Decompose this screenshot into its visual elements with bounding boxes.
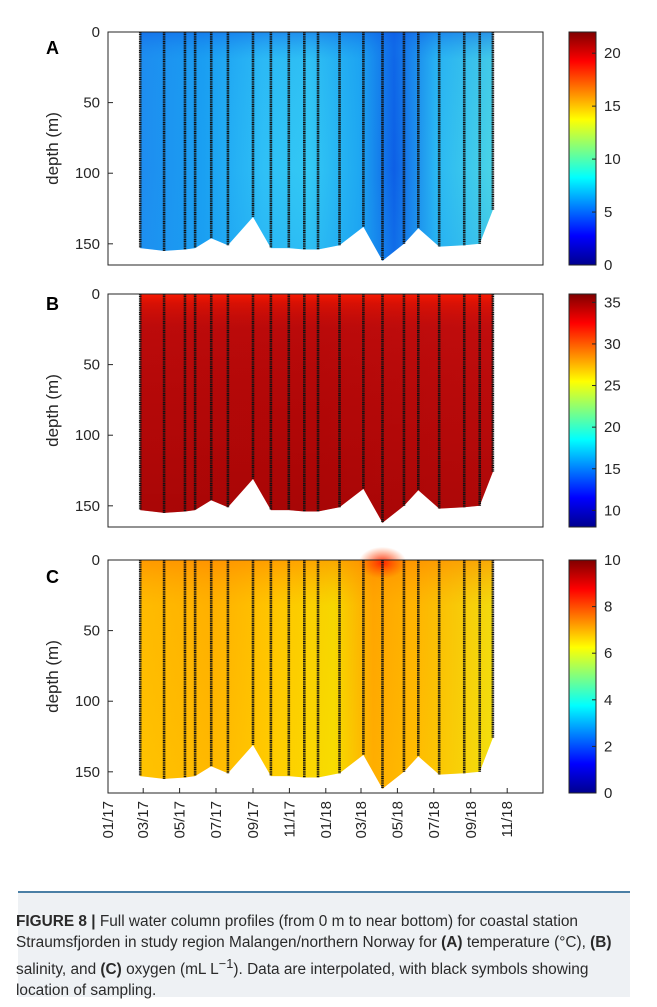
colorbar-tick-label: 20 xyxy=(604,45,621,62)
y-tick-label: 150 xyxy=(75,764,100,781)
colorbar-tick-label: 10 xyxy=(604,151,621,168)
axes-frame xyxy=(107,31,544,266)
colorbar-tick-label: 10 xyxy=(604,502,621,519)
y-tick-label: 0 xyxy=(92,24,100,41)
caption-text-2: temperature (°C), xyxy=(462,934,591,951)
caption-text-1: Full water column profiles (from 0 m to … xyxy=(16,913,578,951)
x-tick-label: 11/18 xyxy=(499,801,516,837)
y-tick-label: 100 xyxy=(75,427,100,444)
caption-c-label: (C) xyxy=(100,961,122,979)
colorbar-tick-label: 0 xyxy=(604,257,612,274)
panel-letter: B xyxy=(46,294,59,314)
colorbar-tick-label: 20 xyxy=(604,419,621,436)
x-tick-label: 07/17 xyxy=(208,801,225,839)
colorbar xyxy=(568,293,597,528)
x-tick-label: 05/18 xyxy=(389,801,406,839)
caption-text-5: ). Data are interpolated, with black sym… xyxy=(16,961,589,1000)
y-tick-label: 100 xyxy=(75,165,100,182)
colorbar-tick-label: 10 xyxy=(604,552,621,569)
axes-frame xyxy=(107,293,544,528)
x-tick-label: 03/18 xyxy=(353,801,370,839)
caption-text-3: salinity, and xyxy=(16,961,101,979)
y-tick-label: 0 xyxy=(92,552,100,569)
y-tick-label: 50 xyxy=(83,95,100,112)
colorbar-tick-label: 25 xyxy=(604,378,621,395)
panel-B: 0 50 100 150 depth (m) B 10 15 20 25 30 35 xyxy=(43,286,621,528)
colorbar-tick-label: 15 xyxy=(604,98,621,115)
y-tick-label: 0 xyxy=(92,286,100,303)
caption-a-label: (A) xyxy=(441,934,463,951)
figure-caption: FIGURE 8 | Full water column profiles (f… xyxy=(16,911,642,1001)
x-tick-label: 11/17 xyxy=(281,801,298,837)
colorbar-tick-label: 2 xyxy=(604,738,612,755)
x-tick-label: 03/17 xyxy=(135,801,152,839)
panel-A: 0 50 100 150 depth (m) A 0 5 10 15 20 xyxy=(43,24,621,274)
x-tick-label: 01/18 xyxy=(318,801,335,839)
panel-letter: C xyxy=(46,567,59,587)
y-tick-label: 150 xyxy=(75,498,100,515)
y-tick-label: 100 xyxy=(75,693,100,710)
colorbar-tick-label: 5 xyxy=(604,204,612,221)
panel-letter: A xyxy=(46,38,59,58)
colorbar-tick-label: 15 xyxy=(604,461,621,478)
x-tick-label: 07/18 xyxy=(426,801,443,839)
colorbar-tick-label: 0 xyxy=(604,785,612,802)
colorbar-tick-label: 4 xyxy=(604,692,612,709)
colorbar-tick-label: 8 xyxy=(604,599,612,616)
caption-b-label: (B) xyxy=(590,934,612,951)
panel-C: 0 50 100 150 depth (m) C 0 2 4 6 8 10 01/17 03/17 05/1… xyxy=(43,546,621,839)
caption-superscript: −1 xyxy=(218,956,234,971)
caption-box xyxy=(18,891,630,997)
y-tick-label: 50 xyxy=(83,623,100,640)
colorbar-tick-label: 35 xyxy=(604,294,621,311)
caption-text-4: oxygen (mL L xyxy=(121,961,219,979)
x-tick-label: 01/17 xyxy=(100,801,117,839)
colorbar-tick-label: 6 xyxy=(604,645,612,662)
y-axis-label: depth (m) xyxy=(43,112,62,185)
y-tick-label: 150 xyxy=(75,236,100,253)
colorbar xyxy=(568,31,597,266)
colorbar-tick-label: 30 xyxy=(604,336,621,353)
x-tick-label: 09/18 xyxy=(463,801,480,839)
figure-label: FIGURE 8 | xyxy=(16,913,96,930)
y-tick-label: 50 xyxy=(83,357,100,374)
y-axis-label: depth (m) xyxy=(43,640,62,713)
x-tick-label: 05/17 xyxy=(172,801,189,839)
colorbar xyxy=(568,559,597,794)
x-tick-label: 09/17 xyxy=(245,801,262,839)
y-axis-label: depth (m) xyxy=(43,374,62,447)
